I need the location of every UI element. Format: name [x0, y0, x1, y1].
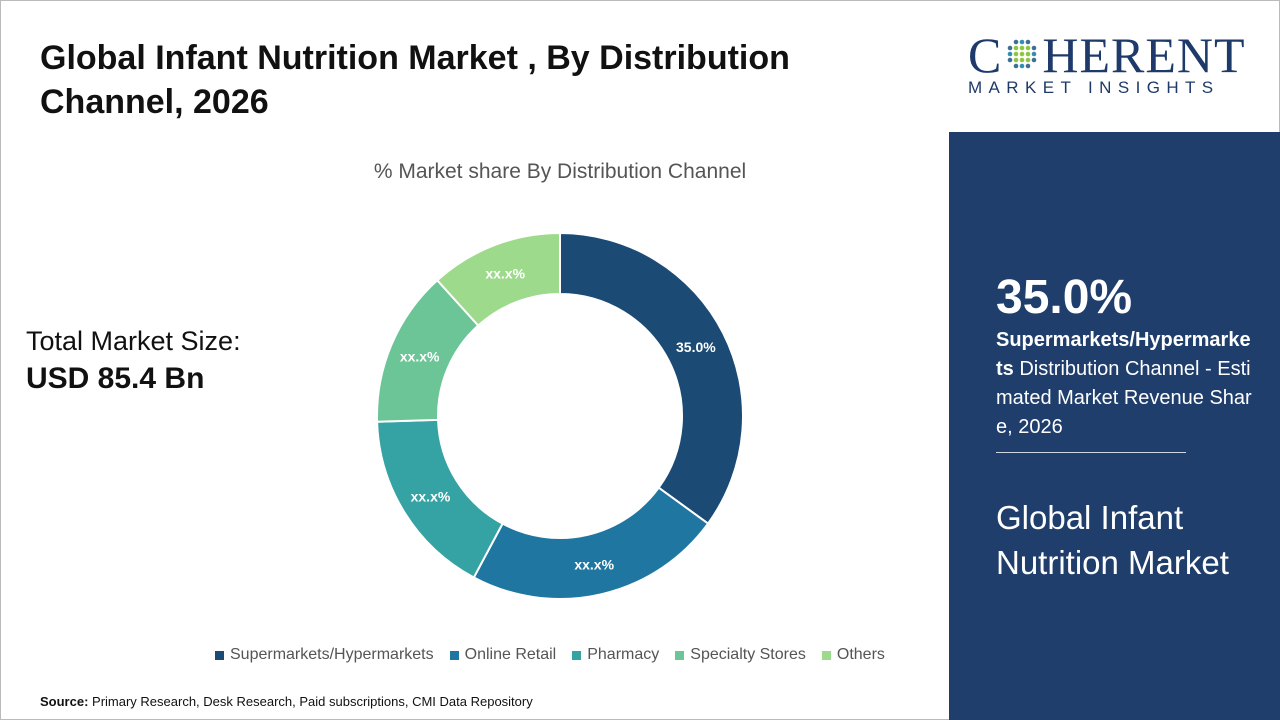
donut-slice-others	[435, 231, 561, 327]
highlight-panel	[949, 132, 1280, 720]
legend-label: Online Retail	[464, 646, 557, 663]
legend-swatch	[821, 650, 831, 660]
market-name: Global Infant Nutrition Market	[996, 499, 1229, 581]
data-label: 35.0%	[676, 339, 716, 355]
legend-item: Pharmacy	[572, 646, 659, 664]
legend-swatch	[215, 650, 224, 660]
data-label: xx.x%	[574, 557, 614, 573]
chart-legend: Supermarkets/Hypermarkets Online Retail Ph…	[215, 646, 885, 664]
legend-item: Others	[821, 646, 885, 664]
legend-swatch	[449, 650, 459, 660]
globe-dots-icon	[1008, 39, 1037, 69]
legend-label: Supermarkets/Hypermarkets	[230, 646, 434, 663]
source-text: Primary Research, Desk Research, Paid su…	[88, 694, 533, 709]
source-label: Source:	[40, 694, 89, 709]
page-title: Global Infant Nutrition Market , By Dist…	[40, 39, 790, 121]
legend-swatch	[572, 650, 582, 660]
legend-label: Pharmacy	[587, 646, 660, 663]
total-market-value: USD 85.4 Bn	[26, 362, 205, 395]
legend-item: Supermarkets/Hypermarkets	[215, 646, 434, 664]
source-note: Source: Primary Research, Desk Research,…	[40, 694, 533, 709]
legend-label: Others	[836, 646, 885, 663]
donut-slice-online-retail	[472, 486, 710, 600]
legend-item: Specialty Stores	[675, 646, 806, 664]
data-label: xx.x%	[485, 266, 525, 282]
data-label: xx.x%	[400, 348, 440, 364]
highlight-percent: 35.0%	[996, 271, 1133, 324]
logo-sub-text: MARKET INSIGHTS	[968, 78, 1220, 97]
coherent-logo: C HERENT MARKET INSIGHTS	[968, 30, 1263, 100]
legend-label: Specialty Stores	[690, 646, 806, 663]
highlight-description: Supermarkets/Hypermarkets Distribution C…	[996, 326, 1256, 442]
total-market-label: Total Market Size:	[26, 326, 241, 356]
legend-item: Online Retail	[449, 646, 557, 664]
data-label: xx.x%	[411, 488, 451, 504]
donut-chart: 35.0% xx.x% xx.x% xx.x% xx.x%	[376, 231, 744, 600]
donut-slice-supermarkets-hypermarkets	[559, 231, 744, 525]
legend-swatch	[675, 650, 685, 660]
panel-divider	[996, 452, 1186, 453]
logo-main-text: C HERENT	[968, 27, 1246, 83]
highlight-segment: Supermarkets/Hypermarkets	[996, 329, 1251, 380]
highlight-text: Distribution Channel - Estimated Market …	[996, 358, 1252, 438]
chart-title: % Market share By Distribution Channel	[373, 160, 747, 183]
